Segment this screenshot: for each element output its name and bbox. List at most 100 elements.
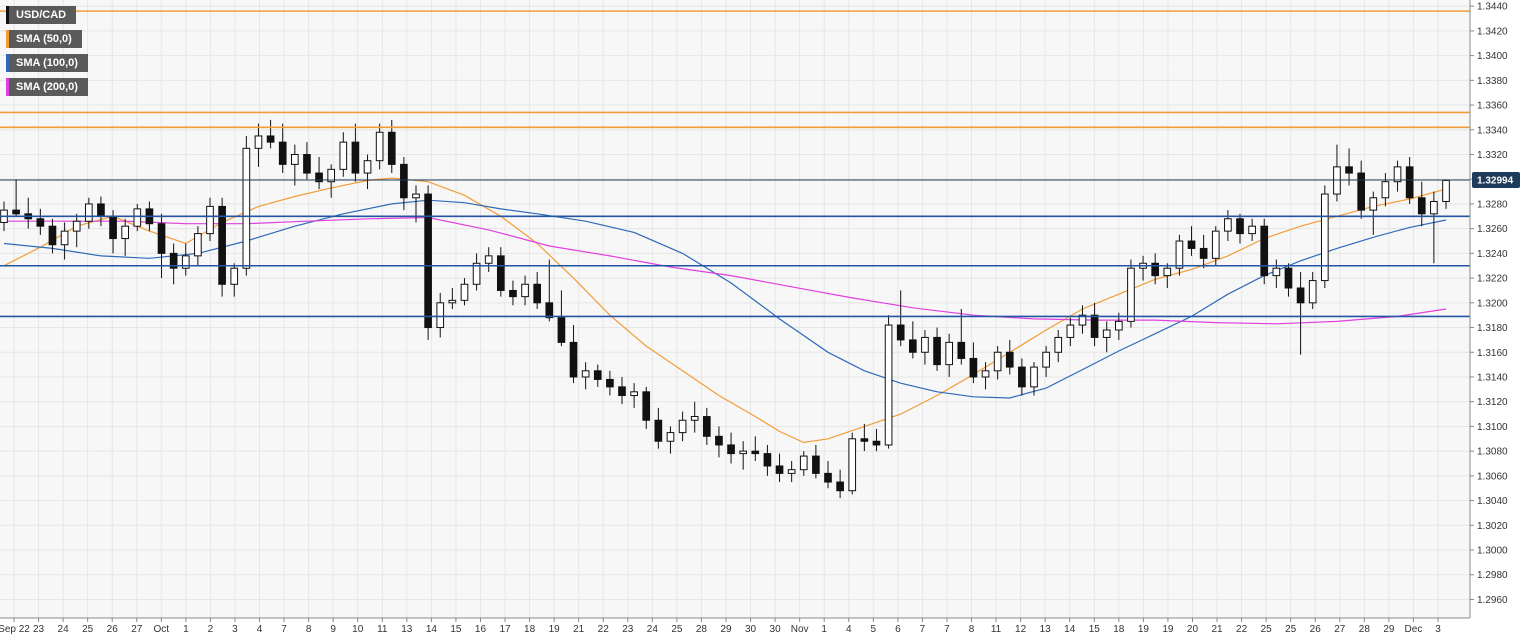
candle [339, 132, 348, 177]
candle-body [436, 302, 445, 329]
candle-body [194, 233, 202, 257]
candle-body [424, 193, 432, 329]
legend-item-sma-200[interactable]: SMA (200,0) [6, 78, 88, 96]
candle-body [1090, 314, 1099, 338]
candle-body [1114, 320, 1123, 331]
candle-body [1430, 200, 1438, 215]
candle [678, 411, 687, 442]
candle [1260, 218, 1269, 285]
candle-body [981, 370, 990, 378]
candle-body [824, 472, 832, 483]
x-tick-label: 1 [183, 624, 189, 635]
candle-body [1320, 193, 1329, 282]
y-tick-label: 1.3120 [1477, 397, 1508, 408]
candle-body [121, 225, 130, 240]
candle [618, 376, 626, 405]
legend-item-sma-100[interactable]: SMA (100,0) [6, 54, 88, 72]
candle [1090, 302, 1099, 347]
candle-body [12, 209, 20, 215]
candle-body [303, 154, 311, 174]
y-tick-label: 1.3080 [1477, 447, 1508, 458]
candle [400, 156, 408, 211]
candle [836, 469, 844, 499]
candle-body [812, 455, 820, 474]
x-tick-label: 23 [622, 624, 634, 635]
candle-body [1248, 225, 1256, 235]
candle [60, 222, 69, 260]
x-tick-label: 7 [281, 624, 287, 635]
candle-body [36, 218, 45, 227]
y-tick-label: 1.2960 [1477, 595, 1508, 606]
legend-swatch-sma-100 [6, 54, 9, 72]
candle [957, 309, 966, 365]
x-tick-label: 2 [208, 624, 214, 635]
candle-body [375, 131, 384, 162]
candle [230, 263, 239, 297]
candle-body [84, 203, 93, 222]
x-tick-label: 19 [1138, 624, 1150, 635]
x-tick-label: 27 [131, 624, 143, 635]
candle [1369, 191, 1378, 235]
x-tick-label: 11 [377, 624, 388, 635]
candle-body [327, 168, 336, 183]
candle [266, 119, 275, 149]
candle-body [739, 450, 748, 455]
x-tick-label: 28 [696, 624, 708, 635]
candle [194, 226, 202, 266]
candle-body [896, 324, 905, 341]
candle-body [606, 378, 614, 388]
x-tick-label: Sep 22 [0, 624, 30, 635]
candle-body [945, 341, 954, 366]
candle-body [1393, 166, 1402, 183]
candle-body [1175, 240, 1184, 269]
candle-body [400, 163, 408, 199]
candle-body [97, 203, 105, 217]
candle-body [169, 252, 178, 269]
x-tick-label: Dec [1405, 624, 1423, 635]
candle [1163, 263, 1172, 288]
candle-body [72, 220, 81, 232]
x-tick-label: 25 [1261, 624, 1273, 635]
candle [1236, 213, 1244, 244]
x-tick-label: 22 [1236, 624, 1248, 635]
candle-body [969, 357, 978, 378]
candle [727, 432, 735, 464]
legend-swatch-symbol [6, 6, 9, 24]
legend-item-sma-50[interactable]: SMA (50,0) [6, 30, 88, 48]
candle-body [315, 172, 323, 183]
price-axis: 1.3440 1.3420 1.3400 1.3380 1.3360 1.3340 1.33… [1470, 2, 1508, 606]
x-tick-label: 18 [524, 624, 536, 635]
candle [1078, 305, 1087, 334]
x-tick-label: 7 [920, 624, 926, 635]
candle [1381, 173, 1390, 207]
legend-swatch-sma-200 [6, 78, 9, 96]
candle-body [569, 341, 578, 378]
x-tick-label: 4 [846, 624, 852, 635]
candle [1393, 160, 1402, 192]
x-tick-label: 16 [475, 624, 487, 635]
candle-body [351, 141, 360, 174]
legend-swatch-sma-50 [6, 30, 9, 48]
x-tick-label: 22 [598, 624, 610, 635]
candle-body [787, 469, 796, 474]
candle [496, 247, 505, 297]
candle-body [1163, 267, 1172, 277]
candle [254, 123, 263, 167]
candle-body [702, 416, 711, 437]
x-tick-label: 21 [573, 624, 585, 635]
candle [1284, 263, 1293, 297]
candle [1248, 218, 1256, 242]
candle-body [690, 416, 699, 421]
candle-body [775, 465, 784, 474]
x-tick-label: 8 [969, 624, 975, 635]
candle [1102, 321, 1111, 353]
x-tick-label: 8 [306, 624, 312, 635]
candle [1187, 226, 1196, 256]
x-tick-label: 15 [1089, 624, 1101, 635]
candle [993, 346, 1002, 380]
candle [1042, 346, 1050, 377]
legend-item-symbol[interactable]: USD/CAD [6, 6, 88, 24]
candle [1018, 358, 1026, 396]
candle-body [993, 351, 1002, 372]
candle-body [484, 255, 493, 264]
